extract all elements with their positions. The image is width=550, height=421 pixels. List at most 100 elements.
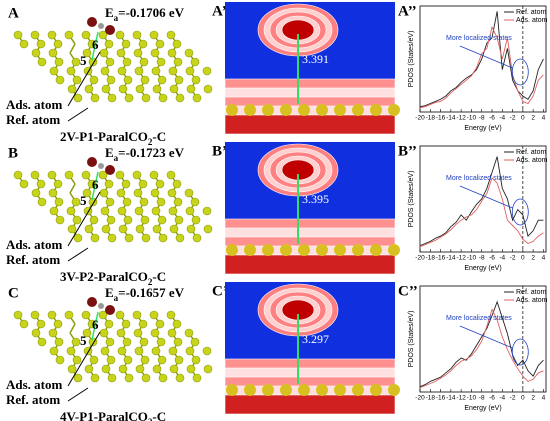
- atom: [84, 84, 94, 94]
- atom: [30, 310, 40, 320]
- atom: [66, 66, 76, 76]
- atom: [173, 197, 183, 207]
- x-tick-label: -14: [446, 115, 456, 122]
- x-tick-label: -12: [456, 255, 466, 262]
- atom: [123, 75, 133, 85]
- site-label: 6: [92, 317, 99, 332]
- atom: [98, 310, 108, 320]
- pdos-label: A’’: [398, 3, 417, 19]
- atom: [98, 170, 108, 180]
- site-label: 6: [92, 37, 99, 52]
- atom: [175, 373, 185, 383]
- atom: [152, 224, 162, 234]
- y-axis-label: PDOS (States/eV): [408, 311, 415, 368]
- contour: [224, 254, 396, 275]
- subscript: 2: [148, 277, 153, 287]
- ads-label: Ads. atom: [6, 377, 63, 392]
- atom: [118, 84, 128, 94]
- atom: [185, 206, 195, 216]
- atom: [157, 75, 167, 85]
- legend-label: Ads. atom: [516, 17, 548, 24]
- atom: [186, 224, 196, 234]
- legend-label: Ref. atom: [516, 9, 547, 16]
- x-tick-label: -10: [467, 395, 477, 402]
- x-tick-label: 4: [542, 115, 546, 122]
- atom: [101, 84, 111, 94]
- x-tick-label: 2: [531, 255, 535, 262]
- x-tick-label: -20: [415, 395, 425, 402]
- x-tick-label: -14: [446, 395, 456, 402]
- atom: [202, 346, 212, 356]
- atom: [190, 57, 200, 67]
- atom: [116, 188, 126, 198]
- structure-text: 2V-P1-ParalCO: [60, 129, 148, 144]
- x-axis-label: Energy (eV): [464, 265, 501, 272]
- carbon: [98, 23, 104, 29]
- subscript: a: [114, 153, 119, 163]
- atom: [98, 30, 108, 40]
- ref-label: Ref. atom: [6, 392, 60, 407]
- x-tick-label: -8: [479, 255, 485, 262]
- atom: [101, 224, 111, 234]
- atom: [186, 364, 196, 374]
- atom: [166, 310, 176, 320]
- atom: [121, 39, 131, 49]
- atom: [71, 197, 81, 207]
- x-tick-label: -4: [499, 255, 505, 262]
- atom: [123, 355, 133, 365]
- x-tick-label: -8: [479, 115, 485, 122]
- map-atom: [316, 384, 328, 396]
- atom: [124, 233, 134, 243]
- map-atom: [298, 244, 310, 256]
- annotation: More localized states: [446, 35, 512, 42]
- atom: [64, 170, 74, 180]
- map-atom: [370, 244, 382, 256]
- map-atom: [262, 384, 274, 396]
- legend-label: Ads. atom: [516, 297, 548, 304]
- atom: [84, 364, 94, 374]
- x-axis-label: Energy (eV): [464, 405, 501, 412]
- atom: [100, 206, 110, 216]
- atom: [173, 337, 183, 347]
- atom: [72, 355, 82, 365]
- atom: [150, 328, 160, 338]
- legend-label: Ads. atom: [516, 157, 548, 164]
- atom: [66, 206, 76, 216]
- lattice: [13, 310, 213, 383]
- map-atom: [244, 384, 256, 396]
- x-tick-label: 0: [521, 255, 525, 262]
- structure-suffix: -C: [152, 409, 166, 421]
- atom: [152, 84, 162, 94]
- atom: [104, 39, 114, 49]
- atom: [36, 39, 46, 49]
- site-link: [91, 31, 99, 61]
- atom: [184, 188, 194, 198]
- structure-suffix: -C: [152, 129, 166, 144]
- x-tick-label: -20: [415, 115, 425, 122]
- atom: [115, 310, 125, 320]
- contour: [224, 114, 396, 135]
- atom: [82, 188, 92, 198]
- atom: [141, 373, 151, 383]
- atom: [89, 215, 99, 225]
- x-tick-label: 0: [521, 115, 525, 122]
- annotation-ring: [511, 198, 529, 226]
- atom: [157, 355, 167, 365]
- atom: [172, 39, 182, 49]
- atom: [134, 206, 144, 216]
- atom: [173, 57, 183, 67]
- atom: [157, 215, 167, 225]
- atom: [81, 310, 91, 320]
- atom: [30, 170, 40, 180]
- x-tick-label: -18: [426, 395, 436, 402]
- x-axis-label: Energy (eV): [464, 125, 501, 132]
- atom: [13, 30, 23, 40]
- x-tick-label: -2: [510, 255, 516, 262]
- atom: [135, 224, 145, 234]
- leader: [67, 247, 89, 262]
- atom: [203, 84, 213, 94]
- atom: [141, 233, 151, 243]
- atom: [168, 206, 178, 216]
- map-atom: [370, 384, 382, 396]
